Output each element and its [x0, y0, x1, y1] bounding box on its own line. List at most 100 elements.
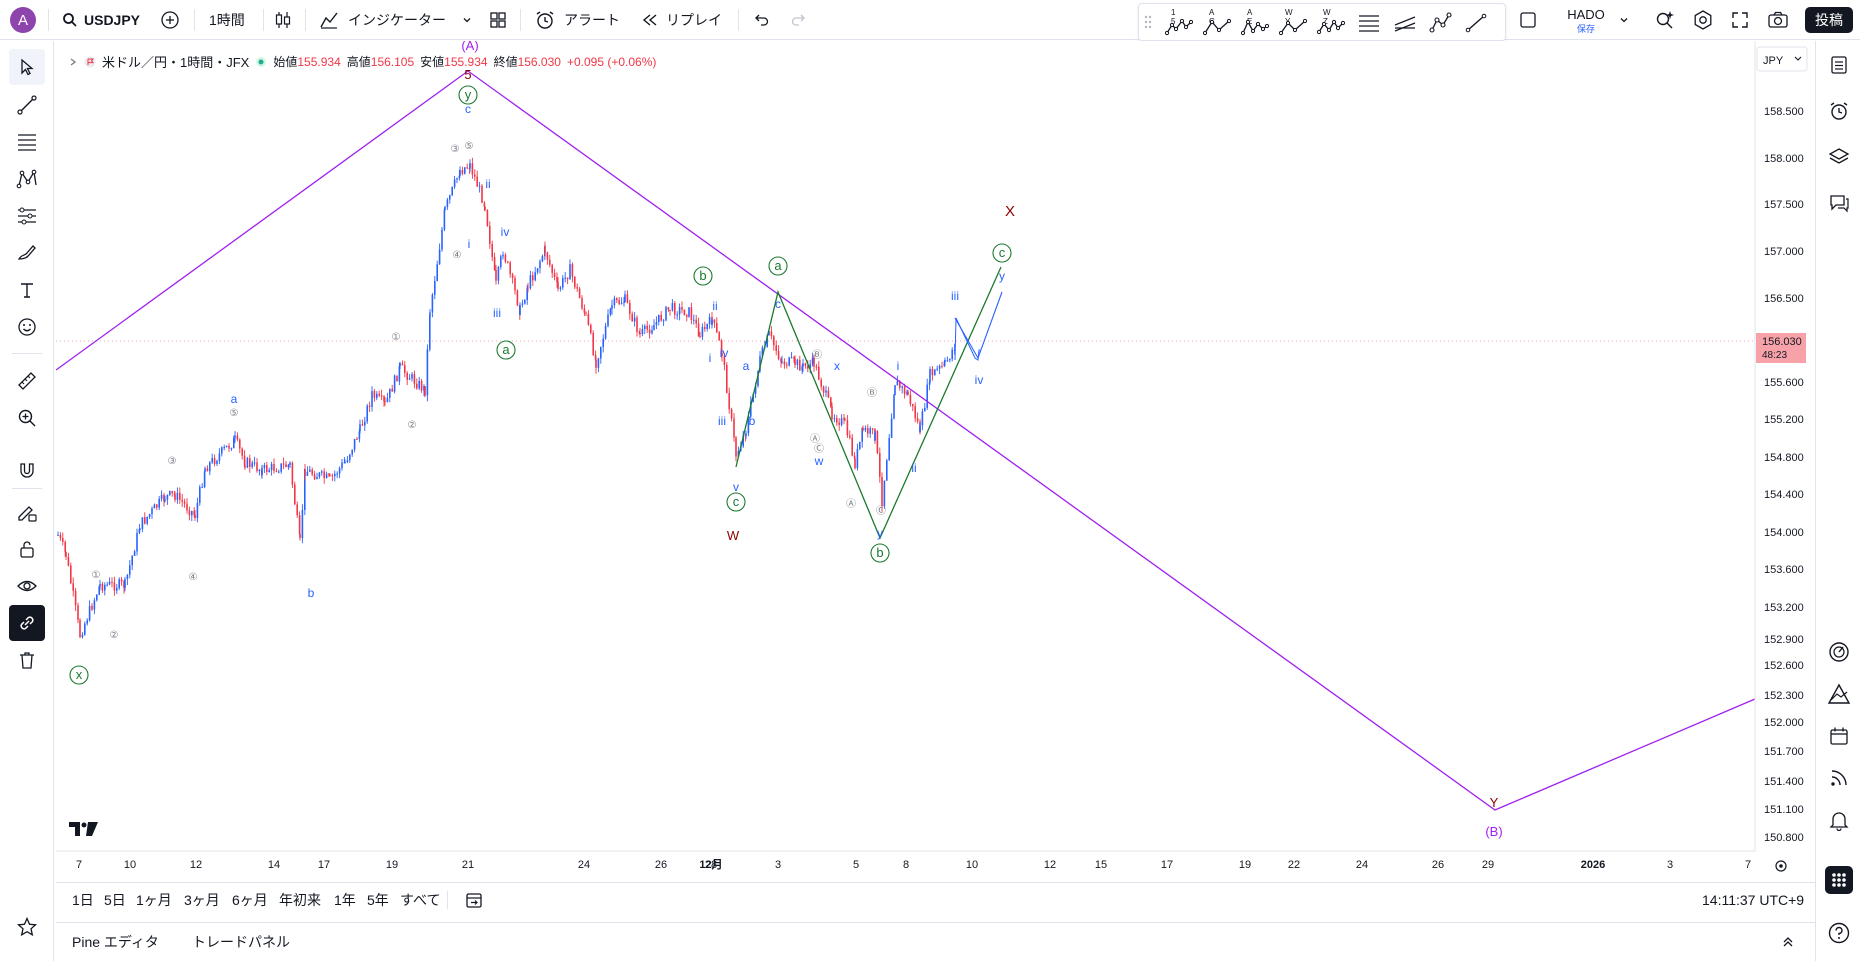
- wave-label[interactable]: b: [749, 414, 756, 428]
- quick-search-button[interactable]: [1654, 0, 1676, 40]
- zoom-tool[interactable]: [9, 400, 45, 436]
- fib-tool[interactable]: [9, 124, 45, 160]
- elliott-triple-combo-tool[interactable]: W Z: [1317, 8, 1345, 38]
- collapse-arrow-icon[interactable]: [68, 57, 78, 67]
- wave-label[interactable]: iii: [493, 306, 501, 320]
- wave-label[interactable]: c: [999, 245, 1006, 260]
- wave-label[interactable]: iii: [951, 289, 959, 303]
- wave-label[interactable]: iv: [720, 346, 729, 360]
- tradingview-logo[interactable]: [69, 822, 98, 836]
- wave-label[interactable]: w: [814, 454, 824, 468]
- price-axis[interactable]: 158.500 158.000 157.500 157.000 156.500 155.6…: [1764, 106, 1804, 844]
- wave-label[interactable]: Ⓒ: [876, 505, 886, 517]
- interval-button[interactable]: 1時間: [209, 0, 245, 40]
- wave-label[interactable]: ii: [712, 299, 717, 313]
- wave-label[interactable]: x: [834, 359, 840, 373]
- range-button[interactable]: 1年: [334, 883, 356, 917]
- wave-label[interactable]: ④: [189, 572, 198, 583]
- wave-label[interactable]: c: [775, 297, 781, 311]
- wave-label[interactable]: (A): [461, 41, 478, 53]
- timezone-clock[interactable]: 14:11:37 UTC+9: [1702, 883, 1804, 917]
- hide-drawings-tool[interactable]: [9, 568, 45, 604]
- wave-label[interactable]: y: [999, 269, 1005, 283]
- wave-label[interactable]: Ⓐ: [846, 498, 856, 510]
- emoji-tool[interactable]: [9, 309, 45, 345]
- wave-label[interactable]: ①: [92, 570, 101, 581]
- axis-settings-gear[interactable]: [1775, 860, 1787, 872]
- range-button[interactable]: 5年: [367, 883, 389, 917]
- wave-label[interactable]: x: [76, 667, 83, 682]
- wave-label[interactable]: c: [465, 102, 471, 116]
- range-button[interactable]: すべて: [400, 883, 440, 917]
- chats-button[interactable]: [1822, 186, 1856, 220]
- wave-label[interactable]: c: [733, 494, 740, 509]
- user-avatar[interactable]: A: [10, 7, 36, 33]
- wave-label[interactable]: y: [877, 526, 883, 540]
- wave-label[interactable]: ②: [110, 630, 119, 641]
- currency-selector[interactable]: JPY: [1756, 46, 1808, 72]
- range-button[interactable]: 1ヶ月: [136, 883, 172, 917]
- undo-button[interactable]: [752, 0, 770, 40]
- measure-tool[interactable]: [9, 363, 45, 399]
- projection-path-b[interactable]: [954, 291, 1003, 360]
- layout-toggle[interactable]: [1518, 0, 1538, 40]
- products-button[interactable]: [1822, 863, 1856, 897]
- technicals-button[interactable]: [1822, 635, 1856, 669]
- wave-label[interactable]: b: [308, 586, 315, 600]
- indicators-dropdown[interactable]: [461, 0, 473, 40]
- templates-button[interactable]: [488, 0, 508, 40]
- wave-label[interactable]: ii: [911, 461, 916, 475]
- chart-type-button[interactable]: [272, 0, 294, 40]
- tab-trading-panel[interactable]: トレードパネル: [192, 923, 290, 961]
- calendar-button[interactable]: [1822, 719, 1856, 753]
- ideas-button[interactable]: [1822, 677, 1856, 711]
- elliott-triangle-tool[interactable]: A E: [1241, 8, 1269, 38]
- wave-label[interactable]: (B): [1485, 824, 1502, 839]
- elliott-correction-tool[interactable]: A C: [1203, 8, 1231, 38]
- watchlist-button[interactable]: [1822, 48, 1856, 82]
- wave-label[interactable]: 5: [464, 67, 471, 82]
- range-button[interactable]: 1日: [72, 883, 94, 917]
- range-button[interactable]: 3ヶ月: [184, 883, 220, 917]
- wave-label[interactable]: b: [699, 268, 706, 283]
- wave-label[interactable]: ⑤: [230, 408, 239, 419]
- fullscreen-button[interactable]: [1730, 0, 1750, 40]
- wave-label[interactable]: a: [743, 359, 750, 373]
- wave-label[interactable]: a: [774, 258, 782, 273]
- price-chart[interactable]: (A)5yc③⑤iiiiv④iiiva①②a⑤③b④①②xbiiiiviiiab…: [56, 41, 1812, 882]
- wave-label[interactable]: ③: [168, 456, 177, 467]
- range-button[interactable]: 5日: [104, 883, 126, 917]
- help-button[interactable]: [1822, 916, 1856, 950]
- expand-panel-button[interactable]: [1779, 923, 1797, 961]
- range-button[interactable]: 年初来: [279, 883, 321, 917]
- sync-drawings-tool[interactable]: [9, 605, 45, 641]
- projection-path-a[interactable]: [954, 317, 980, 361]
- lock-drawings-tool[interactable]: [9, 531, 45, 567]
- remove-drawings-tool[interactable]: [9, 642, 45, 678]
- wave-label[interactable]: W: [727, 528, 740, 543]
- wave-label[interactable]: a: [231, 392, 238, 406]
- wave-label[interactable]: Ⓒ: [814, 443, 824, 455]
- redo-button[interactable]: [790, 0, 808, 40]
- wave-label[interactable]: y: [465, 87, 472, 102]
- goto-date-button[interactable]: [464, 883, 484, 917]
- wave-label[interactable]: ii: [485, 177, 490, 191]
- wave-label[interactable]: X: [1005, 203, 1015, 220]
- favorites-tool[interactable]: [9, 909, 45, 945]
- cursor-tool[interactable]: [9, 49, 45, 85]
- news-stream-button[interactable]: [1822, 761, 1856, 795]
- settings-button[interactable]: [1692, 0, 1714, 40]
- compare-button[interactable]: [160, 0, 180, 40]
- green-wave-path[interactable]: [735, 266, 1002, 540]
- symbol-search[interactable]: USDJPY: [62, 0, 140, 40]
- prediction-tool[interactable]: [9, 198, 45, 234]
- trend-line-icon[interactable]: [1465, 13, 1487, 33]
- alerts-panel-button[interactable]: [1822, 94, 1856, 128]
- wave-label[interactable]: ④: [453, 250, 462, 261]
- stay-drawing-tool[interactable]: [9, 494, 45, 530]
- notifications-button[interactable]: [1822, 803, 1856, 837]
- wave-label[interactable]: i: [468, 237, 471, 251]
- post-button[interactable]: 投稿: [1805, 7, 1853, 33]
- wave-label[interactable]: ⑤: [465, 141, 474, 152]
- alert-button[interactable]: アラート: [534, 0, 620, 40]
